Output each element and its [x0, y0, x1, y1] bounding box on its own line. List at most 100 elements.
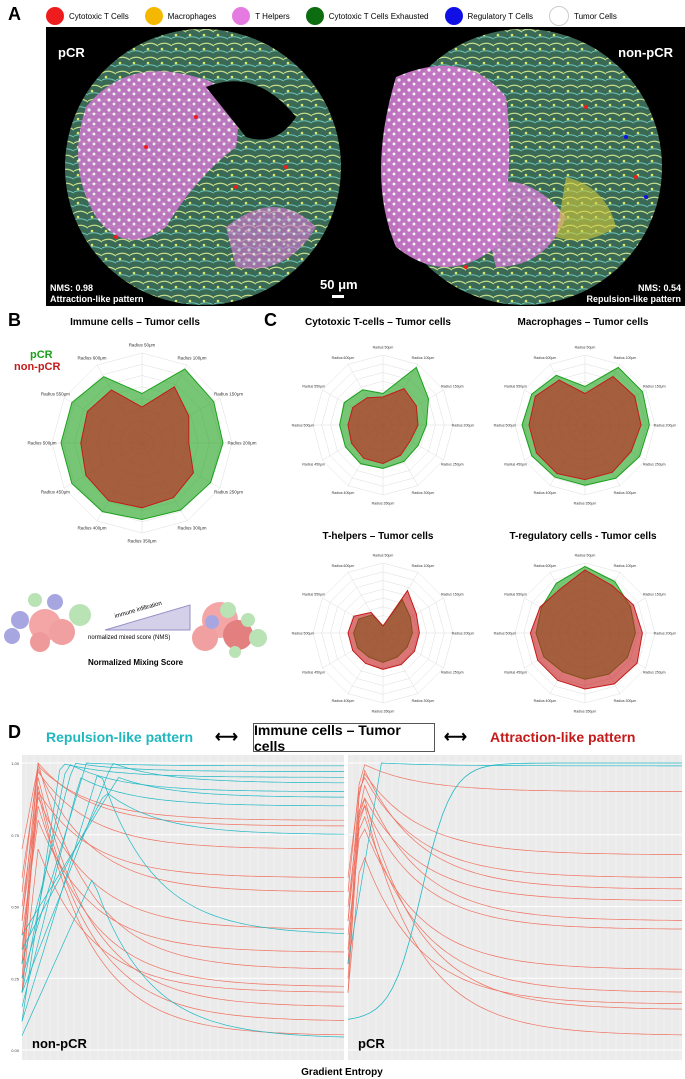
radar-axis-label: Radius 550μm: [504, 385, 527, 389]
y-tick: 0.75: [11, 833, 20, 838]
entropy-curve: [347, 804, 682, 930]
legend-item: Cytotoxic T Cells: [46, 7, 129, 25]
radar-axis-label: Radius 550μm: [302, 593, 325, 597]
nonpcr-nms: NMS: 0.54: [637, 283, 681, 293]
radar-title-immune: Immune cells – Tumor cells: [70, 317, 200, 328]
radar-title-tregs: T-regulatory cells - Tumor cells: [509, 531, 657, 542]
radar-axis-label: Radius 200μm: [227, 441, 256, 446]
x-axis-label: Gradient Entropy: [301, 1067, 383, 1078]
radar-axis-label: Radius 100μm: [412, 356, 435, 360]
radar-series-non-pcr: [528, 375, 642, 481]
radar-axis-label: Radius 500μm: [494, 632, 517, 636]
radar-axis-label: Radius 100μm: [614, 564, 637, 568]
radar-axis-label: Radius 200μm: [654, 632, 677, 636]
radar-axis-label: Radius 400μm: [77, 525, 106, 530]
radar-axis-label: Radius 400μm: [332, 699, 355, 703]
entropy-curve: [21, 777, 345, 1007]
radar-axis-label: Radius 450μm: [504, 671, 527, 675]
entropy-curve: [21, 775, 345, 1022]
orange-dot-icon: [144, 7, 163, 25]
gridlines: [22, 755, 682, 1060]
panel-label-a: A: [8, 4, 21, 24]
entropy-curve: [21, 796, 344, 930]
entropy-curve: [21, 767, 344, 921]
radar-axis-label: Radius 450μm: [41, 490, 70, 495]
radar-axis-label: Radius 300μm: [412, 699, 435, 703]
schema-axis-label: normalized mixed score (NMS): [88, 635, 171, 641]
entropy-curve: [21, 791, 345, 1036]
radar-axis-label: Radius 500μm: [292, 632, 315, 636]
entropy-curves: [21, 762, 683, 1038]
entropy-curve: [21, 792, 344, 950]
radar-axis-label: Radius 300μm: [412, 491, 435, 495]
radar-axis-label: Radius 400μm: [534, 491, 557, 495]
facet-panel-nonpcr: [22, 755, 344, 1060]
legend-item: T Helpers: [232, 7, 290, 25]
radar-axis-label: Radius 550μm: [41, 392, 70, 397]
entropy-curve: [21, 762, 345, 964]
entropy-curve: [21, 819, 345, 953]
panel-label-d: D: [8, 722, 21, 742]
radar-axis-label: Radius 450μm: [504, 463, 527, 467]
entropy-curve: [347, 769, 683, 964]
radar-axis-label: Radius 400μm: [332, 491, 355, 495]
radar-axis-label: Radius 350μm: [372, 710, 395, 714]
radar-series-non-pcr: [347, 387, 419, 465]
radar-axis-label: Radius 250μm: [214, 490, 243, 495]
scale-bar: [332, 295, 344, 298]
radar-axis-label: Radius 500μm: [27, 441, 56, 446]
radar-cytotoxic: Radius 50μm Radius 100μm Radius 150μm Radiu…: [292, 346, 475, 506]
nonpcr-label: non-pCR: [618, 45, 673, 60]
tissue-micrograph: [65, 29, 662, 305]
radar-series-non-pcr: [80, 386, 194, 509]
entropy-curve: [21, 790, 344, 907]
radar-immune: Radius 50μm Radius 100μm Radius 150μm Radiu…: [27, 343, 256, 544]
radar-axis-label: Radius 500μm: [292, 424, 315, 428]
red-dot-icon: [46, 7, 64, 25]
y-tick: 0.25: [11, 976, 20, 981]
nms-schema: [4, 593, 267, 658]
radar-axis-label: Radius 200μm: [452, 424, 475, 428]
legend-item: Regulatory T Cells: [444, 7, 533, 25]
nonpcr-pattern: Repulsion-like pattern: [586, 294, 681, 304]
low-infiltration-cluster: [4, 593, 91, 652]
entropy-curve: [21, 762, 344, 979]
high-infiltration-cluster: [192, 602, 267, 658]
radar-axis-label: Radius 100μm: [614, 356, 637, 360]
radar-axis-label: Radius 350μm: [127, 539, 156, 544]
legend-nonpcr: non-pCR: [14, 361, 61, 373]
schema-title: Normalized Mixing Score: [88, 658, 184, 667]
gradient-entropy-chart: 0.00 0.25 0.50 0.75 1.00 non-pCR pCR Gradien…: [11, 755, 683, 1078]
radar-thelpers: Radius 50μm Radius 100μm Radius 150μm Radiu…: [292, 554, 475, 714]
pcr-nms: NMS: 0.98: [50, 283, 94, 293]
entropy-curve: [21, 805, 345, 987]
entropy-curve: [347, 804, 683, 1036]
y-tick: 0.50: [11, 905, 20, 910]
radar-axis-label: Radius 300μm: [614, 491, 637, 495]
entropy-curve: [347, 784, 682, 993]
pink-dot-icon: [232, 7, 251, 25]
entropy-curve: [21, 777, 344, 1007]
radar-axis-label: Radius 550μm: [302, 385, 325, 389]
entropy-curve: [347, 828, 683, 970]
panel-d-title: Immune cells – Tumor cells: [253, 722, 435, 754]
entropy-curve: [21, 764, 344, 993]
radar-title-cytotoxic: Cytotoxic T-cells – Tumor cells: [305, 317, 451, 328]
nms-triangle: [104, 604, 191, 631]
double-arrow-icon: ⟷: [444, 729, 467, 746]
radar-axis-label: Radius 200μm: [452, 632, 475, 636]
radar-axis-label: Radius 50μm: [129, 343, 156, 348]
entropy-curve: [347, 764, 682, 893]
treg-dots: [624, 135, 648, 199]
radar-axis-label: Radius 50μm: [575, 346, 596, 350]
radar-axis-label: Radius 500μm: [494, 424, 517, 428]
radar-title-thelpers: T-helpers – Tumor cells: [322, 531, 434, 542]
panel-label-c: C: [264, 310, 277, 330]
pcr-tumor-region: [78, 71, 238, 240]
radar-axis-label: Radius 450μm: [302, 671, 325, 675]
entropy-curve: [21, 762, 344, 970]
pcr-label: pCR: [58, 45, 85, 60]
radar-title-macrophages: Macrophages – Tumor cells: [517, 317, 649, 328]
radar-series-non-pcr: [347, 589, 420, 670]
radar-axis-label: Radius 150μm: [643, 593, 666, 597]
